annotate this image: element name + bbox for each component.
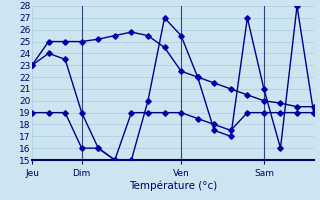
X-axis label: Température (°c): Température (°c) xyxy=(129,181,217,191)
